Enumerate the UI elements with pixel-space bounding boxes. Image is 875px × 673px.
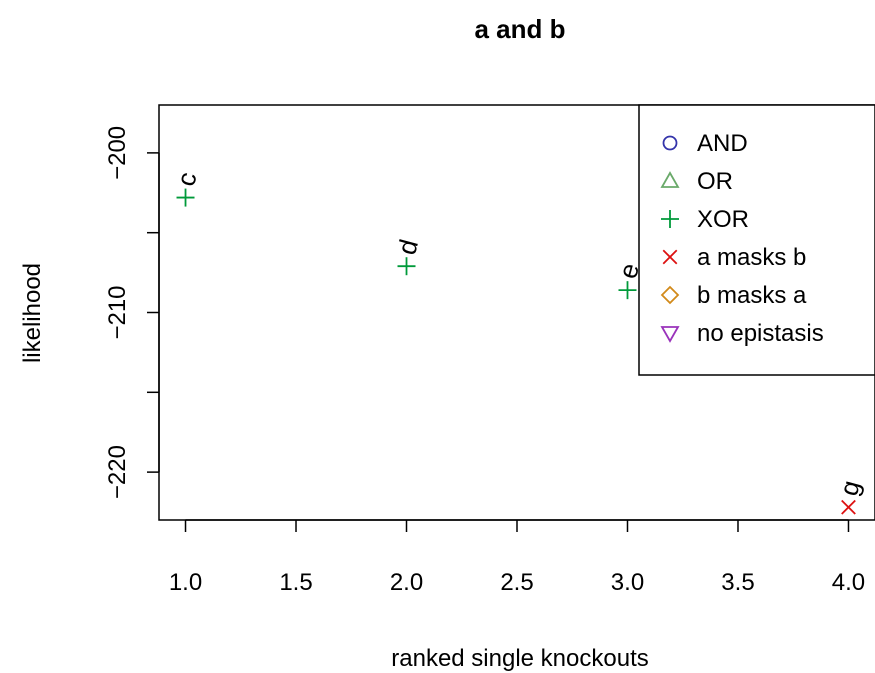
point-label: g — [833, 477, 866, 499]
x-axis: 1.0 1.5 2.0 2.5 3.0 3.5 4.0 — [169, 519, 865, 596]
legend-label: b masks a — [697, 282, 807, 309]
legend-marker — [662, 249, 678, 265]
x-tick-label: 3.5 — [721, 569, 754, 596]
legend-marker — [662, 135, 678, 151]
data-point — [841, 499, 856, 515]
legend-item: OR — [660, 168, 733, 195]
legend-item: AND — [662, 130, 748, 157]
y-tick-label: −220 — [104, 445, 131, 499]
legend-item: b masks a — [660, 282, 807, 309]
point-label: d — [391, 236, 424, 258]
x-tick-label: 2.5 — [500, 569, 533, 596]
legend-label: OR — [697, 168, 733, 195]
legend-item: a masks b — [662, 244, 806, 271]
legend-label: XOR — [697, 206, 749, 233]
y-axis: −200 −210 −220 — [104, 126, 160, 499]
y-tick-label: −210 — [104, 285, 131, 339]
legend-label: AND — [697, 130, 748, 157]
x-tick-label: 1.5 — [279, 569, 312, 596]
chart-title: a and b — [474, 14, 565, 44]
legend-marker — [660, 285, 680, 305]
data-point — [618, 281, 637, 300]
legend-marker — [660, 171, 680, 188]
legend-box — [638, 104, 875, 376]
y-axis-label: likelihood — [19, 263, 46, 363]
x-tick-label: 1.0 — [169, 569, 202, 596]
x-tick-label: 3.0 — [611, 569, 644, 596]
x-axis-label: ranked single knockouts — [391, 645, 648, 672]
legend-label: no epistasis — [697, 320, 824, 347]
y-tick-label: −200 — [104, 126, 131, 180]
data-point — [176, 188, 195, 207]
legend-item: XOR — [661, 206, 749, 233]
x-tick-label: 2.0 — [390, 569, 423, 596]
legend-marker — [660, 326, 680, 343]
legend-item: no epistasis — [660, 320, 824, 347]
legend-marker — [661, 210, 679, 228]
data-point — [397, 257, 416, 276]
point-label: c — [170, 169, 202, 189]
legend: AND OR XOR a masks b b masks a no epistasis — [638, 104, 875, 376]
legend-label: a masks b — [697, 244, 806, 271]
x-tick-label: 4.0 — [832, 569, 865, 596]
